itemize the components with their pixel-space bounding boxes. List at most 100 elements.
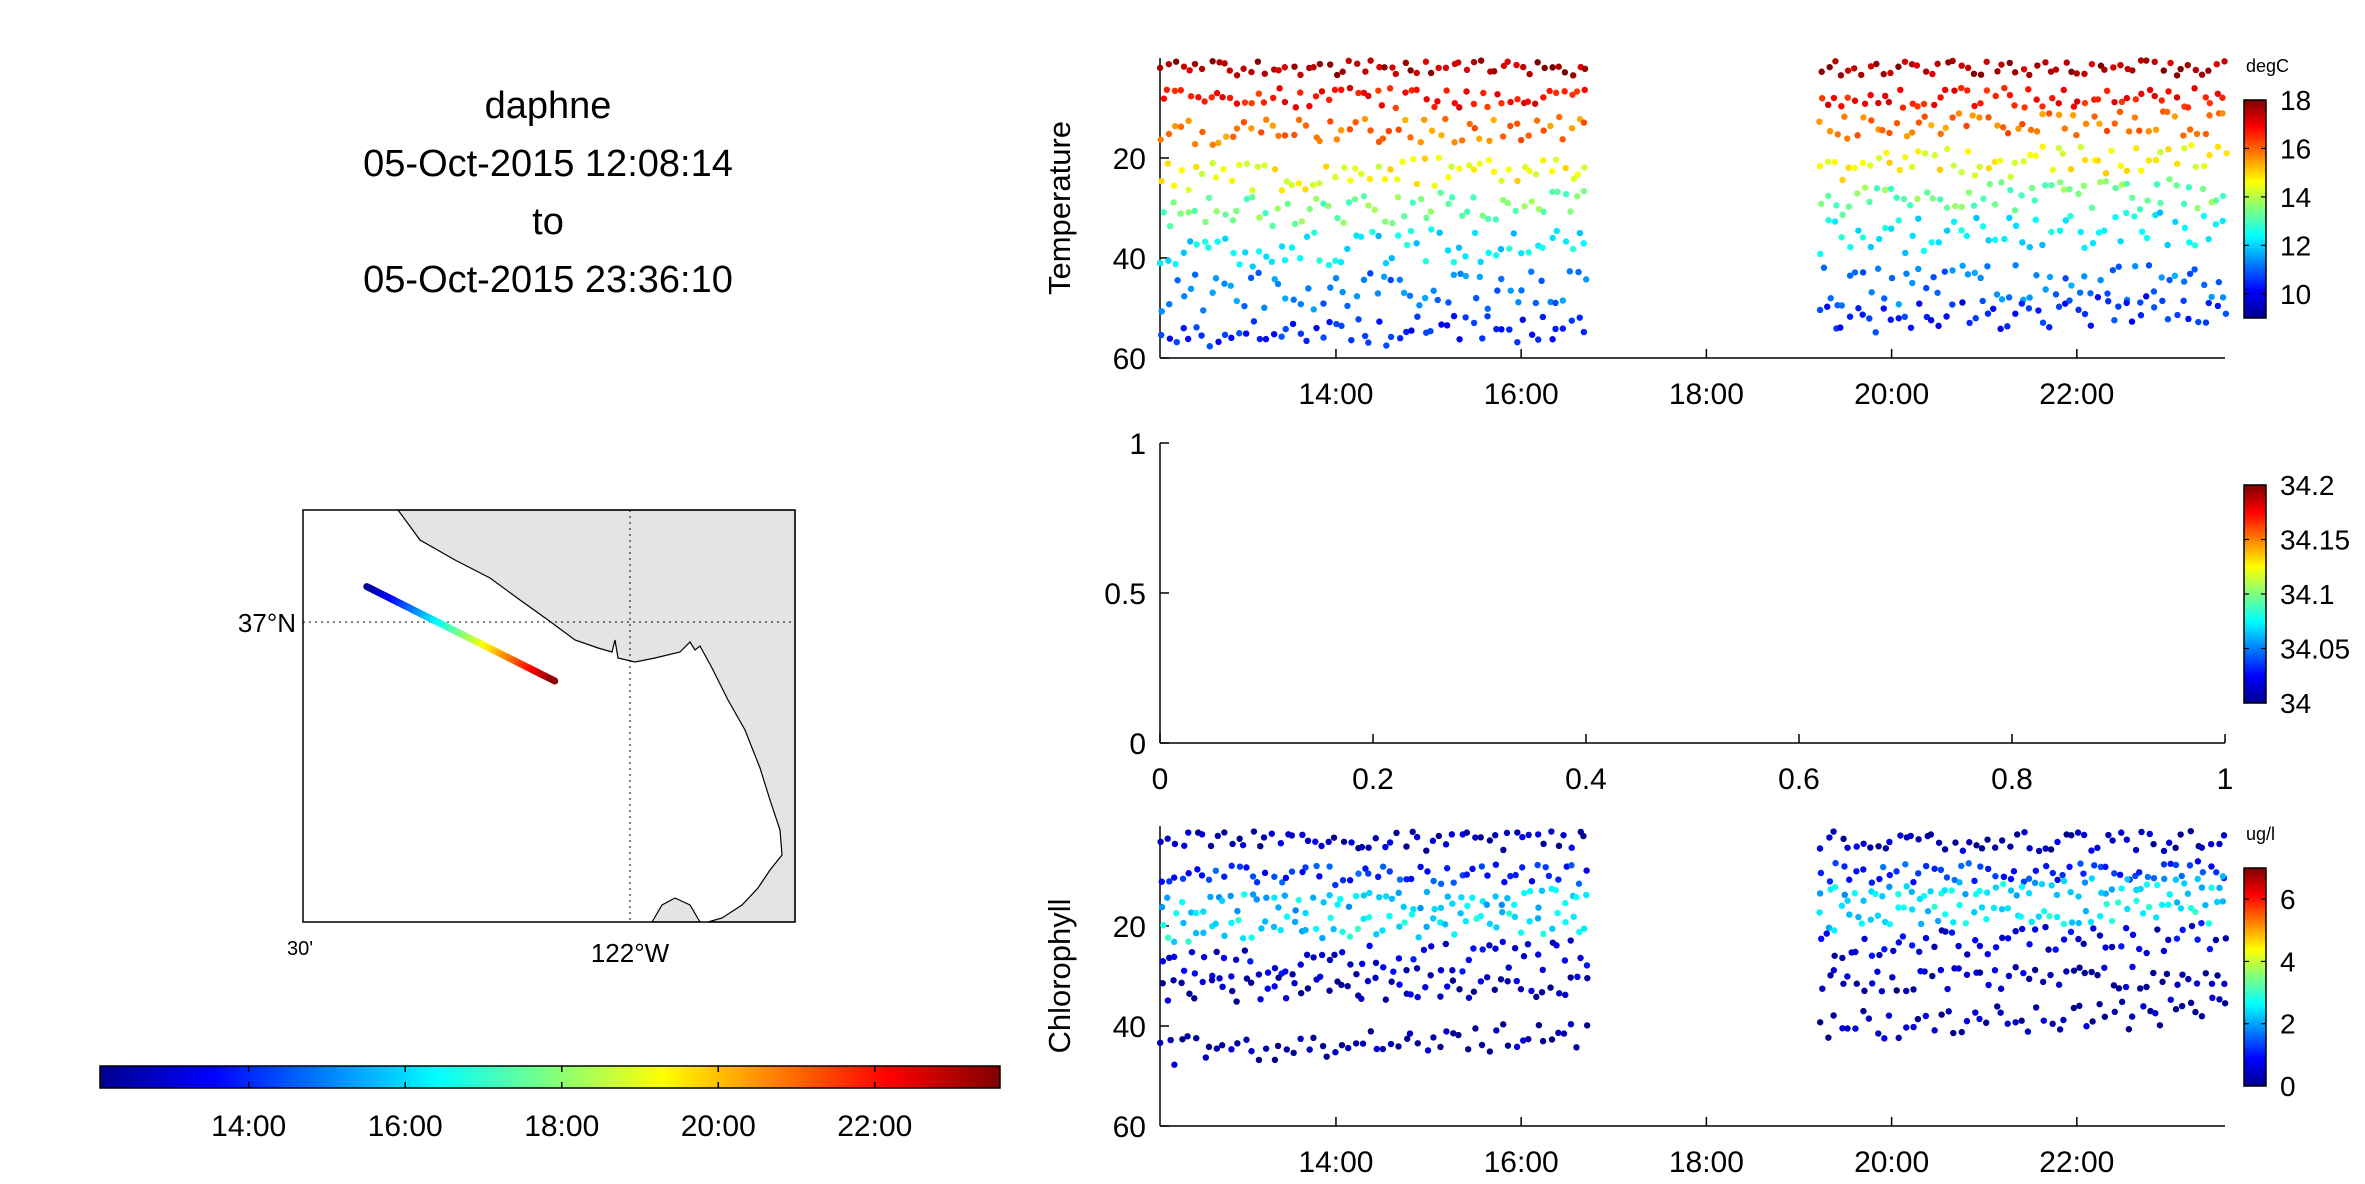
data-point: [1353, 970, 1360, 978]
data-point: [2198, 71, 2206, 78]
data-point: [1914, 195, 1921, 203]
data-point: [2055, 981, 2063, 988]
y-axis-label: Temperature: [1042, 121, 1077, 295]
data-point: [1255, 269, 1262, 277]
data-point: [1465, 994, 1473, 1001]
data-point: [2000, 124, 2007, 131]
data-point: [2173, 160, 2181, 168]
data-point: [1165, 60, 1173, 68]
data-point: [2109, 266, 2117, 274]
data-point: [1859, 311, 1866, 318]
data-point: [1534, 831, 1542, 838]
data-point: [1359, 1040, 1367, 1047]
data-point: [1458, 894, 1465, 901]
data-point: [1212, 174, 1220, 181]
data-point: [1513, 61, 1520, 69]
data-point: [2165, 146, 2172, 153]
data-point: [1421, 294, 1429, 302]
data-point: [2192, 163, 2200, 171]
data-point: [1400, 289, 1408, 297]
data-point: [2045, 110, 2053, 117]
data-point: [1264, 985, 1271, 992]
data-point: [2180, 132, 2187, 139]
data-point: [1445, 200, 1452, 208]
data-point: [1867, 916, 1874, 923]
data-point: [1160, 95, 1168, 102]
data-point: [1555, 63, 1562, 70]
data-point: [1366, 942, 1373, 950]
data-point: [1185, 938, 1192, 945]
time-colorbar-tick-label: 16:00: [368, 1110, 443, 1143]
data-point: [1517, 985, 1525, 993]
data-point: [2041, 182, 2049, 189]
data-point: [2075, 919, 2082, 927]
data-point: [1984, 865, 1992, 873]
data-point: [1840, 835, 1847, 843]
data-point: [1867, 162, 1874, 169]
data-point: [2173, 94, 2181, 101]
data-point: [1567, 208, 1574, 215]
data-point: [1416, 302, 1423, 309]
data-point: [1881, 295, 1888, 302]
data-point: [2039, 103, 2046, 110]
data-point: [1882, 845, 1890, 852]
data-point: [1895, 939, 1902, 946]
data-point: [1379, 1045, 1387, 1053]
data-point: [2007, 875, 2015, 883]
data-point: [1302, 909, 1309, 917]
data-point: [1552, 156, 1560, 163]
data-point: [2191, 266, 2198, 273]
data-point: [1310, 64, 1317, 71]
data-point: [2031, 197, 2038, 204]
data-point: [2194, 936, 2201, 943]
data-point: [1920, 100, 1928, 108]
data-point: [1819, 985, 1826, 992]
data-point: [1388, 895, 1396, 902]
data-point: [1539, 157, 1547, 164]
data-point: [1240, 65, 1247, 72]
data-point: [1365, 870, 1372, 877]
data-point: [2007, 843, 2014, 850]
data-point: [1890, 947, 1897, 955]
data-point: [1866, 315, 1873, 322]
data-point: [1434, 296, 1441, 304]
data-point: [1498, 326, 1505, 333]
data-point: [2007, 186, 2014, 194]
data-point: [2006, 214, 2013, 222]
data-point: [1216, 975, 1223, 982]
data-point: [1361, 115, 1369, 123]
data-point: [2145, 157, 2153, 164]
data-point: [1310, 306, 1317, 313]
data-point: [1297, 89, 1304, 96]
data-point: [1297, 989, 1305, 997]
colorbar-units: degC: [2246, 56, 2289, 76]
data-point: [1832, 859, 1839, 867]
data-point: [1316, 137, 1323, 145]
data-point: [1191, 271, 1199, 278]
data-point: [1417, 863, 1424, 871]
data-point: [1504, 894, 1511, 902]
data-point: [1914, 148, 1922, 155]
data-point: [1490, 168, 1498, 175]
data-point: [1490, 68, 1498, 75]
data-point: [1362, 68, 1369, 75]
data-point: [1332, 173, 1339, 181]
data-point: [2004, 905, 2012, 912]
data-point: [1428, 226, 1435, 233]
data-point: [2007, 887, 2015, 894]
data-point: [2049, 94, 2056, 102]
data-point: [1535, 1021, 1543, 1029]
data-point: [1480, 89, 1487, 97]
data-point: [1392, 104, 1399, 112]
data-point: [1360, 915, 1367, 923]
data-point: [2006, 59, 2013, 67]
data-point: [2013, 831, 2021, 838]
data-point: [1994, 122, 2001, 129]
data-point: [1561, 69, 1569, 76]
data-point: [1352, 892, 1360, 900]
data-point: [1295, 180, 1303, 187]
data-point: [1464, 208, 1471, 215]
data-point: [1992, 944, 2000, 951]
data-point: [1239, 841, 1247, 849]
